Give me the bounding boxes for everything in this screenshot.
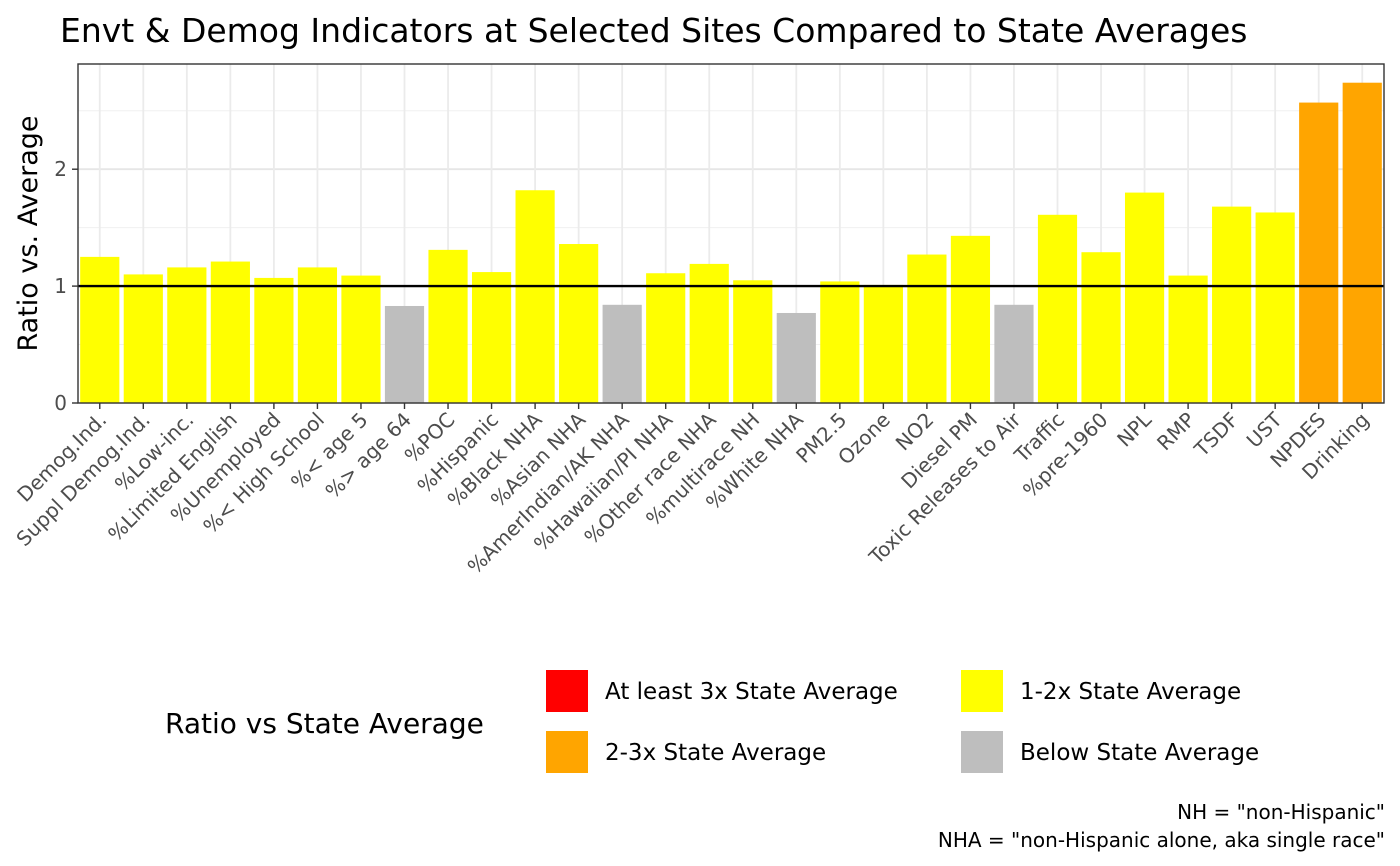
bar bbox=[167, 267, 207, 403]
bar bbox=[1299, 102, 1339, 403]
legend-label: At least 3x State Average bbox=[605, 679, 898, 705]
legend-item: Below State Average bbox=[961, 731, 1259, 773]
y-tick-label: 2 bbox=[54, 157, 67, 181]
bar bbox=[776, 312, 816, 403]
bar bbox=[820, 281, 860, 403]
plot-border bbox=[77, 63, 1385, 404]
bar bbox=[297, 267, 338, 403]
bar bbox=[254, 277, 294, 403]
bar bbox=[907, 254, 947, 403]
bar bbox=[950, 235, 991, 403]
bar bbox=[994, 304, 1034, 403]
caption: NH = "non-Hispanic" NHA = "non-Hispanic a… bbox=[938, 800, 1385, 852]
legend-item: At least 3x State Average bbox=[546, 670, 898, 712]
y-axis-label: Ratio vs. Average bbox=[13, 116, 44, 352]
legend-swatch bbox=[961, 731, 1003, 773]
legend-swatch bbox=[546, 670, 588, 712]
bar bbox=[646, 273, 686, 403]
legend-label: Below State Average bbox=[1020, 740, 1259, 766]
bar bbox=[1212, 206, 1252, 403]
bar bbox=[733, 280, 773, 403]
bar bbox=[1124, 192, 1165, 403]
x-tick-label: TSDF bbox=[1189, 408, 1243, 462]
legend-item: 1-2x State Average bbox=[961, 670, 1241, 712]
caption-line: NHA = "non-Hispanic alone, aka single ra… bbox=[938, 828, 1385, 852]
bar bbox=[559, 244, 599, 403]
legend-swatch bbox=[961, 670, 1003, 712]
legend: Ratio vs State Average At least 3x State … bbox=[165, 670, 1259, 773]
bar bbox=[428, 249, 468, 403]
chart-title: Envt & Demog Indicators at Selected Site… bbox=[60, 11, 1247, 50]
bar bbox=[1168, 275, 1208, 403]
legend-title: Ratio vs State Average bbox=[165, 707, 484, 740]
bar bbox=[1081, 252, 1121, 403]
bar bbox=[1255, 212, 1295, 403]
bar bbox=[384, 305, 425, 403]
bar bbox=[689, 263, 729, 403]
bar bbox=[80, 256, 120, 403]
y-tick-label: 1 bbox=[54, 274, 67, 298]
bar bbox=[515, 190, 555, 403]
bar bbox=[1342, 82, 1382, 404]
bar bbox=[602, 304, 642, 403]
bar bbox=[471, 272, 512, 403]
bar bbox=[341, 275, 381, 403]
bar bbox=[123, 274, 163, 403]
legend-label: 1-2x State Average bbox=[1020, 679, 1241, 705]
x-tick-label: NPL bbox=[1112, 407, 1157, 452]
legend-item: 2-3x State Average bbox=[546, 731, 826, 773]
caption-line: NH = "non-Hispanic" bbox=[1177, 800, 1385, 824]
legend-label: 2-3x State Average bbox=[605, 740, 826, 766]
legend-swatch bbox=[546, 731, 588, 773]
bar bbox=[863, 284, 903, 403]
y-tick-label: 0 bbox=[54, 391, 67, 415]
plot-background bbox=[78, 64, 1384, 403]
bar bbox=[1037, 214, 1078, 403]
bar bbox=[210, 261, 250, 403]
